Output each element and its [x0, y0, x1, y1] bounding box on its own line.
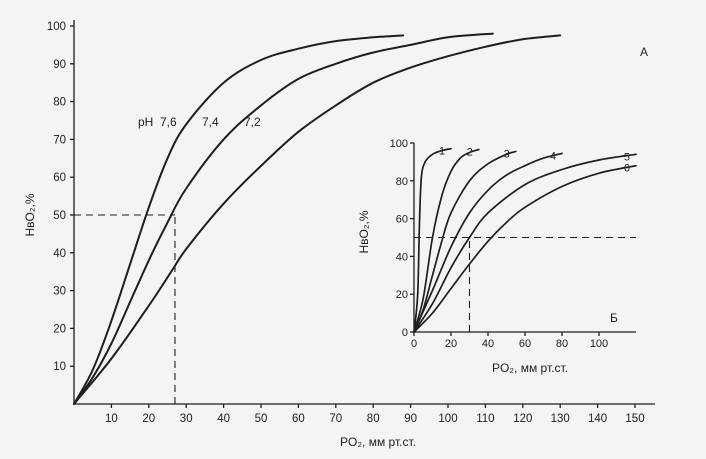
inset-axes: 0 20 40 60 80 100 0 20 40 60 80 100	[390, 138, 636, 350]
inset-y-tick-label: 60	[396, 214, 408, 226]
main-x-tick-label: 10	[105, 413, 118, 425]
main-x-tick-label: 90	[404, 413, 417, 425]
main-y-axis-label: HвO₂,%	[23, 193, 37, 236]
main-x-tick-label: 50	[255, 413, 268, 425]
main-panel-letter: А	[640, 45, 648, 59]
inset-series-label-4: 4	[550, 150, 556, 162]
inset-x-axis-label: PO₂, мм рт.ст.	[492, 361, 568, 375]
inset-chart: 0 20 40 60 80 100 0 20 40 60 80 100 1 2 3 4 56 Б PO₂, м…	[357, 138, 637, 375]
main-y-tick-label: 70	[53, 134, 66, 146]
inset-x-tick-label: 20	[445, 338, 457, 350]
main-chart: 10 20 30 40 50 60 70 80 90 100 110 120 130 140 1501020…	[23, 20, 655, 449]
main-y-tick-label: 20	[53, 323, 66, 335]
main-x-tick-label: 150	[625, 413, 644, 425]
inset-y-tick-label: 20	[396, 289, 408, 301]
inset-series-label-2: 2	[467, 147, 473, 159]
inset-x-tick-label: 100	[590, 338, 608, 350]
inset-series-labels: 1 2 3 4 56	[439, 146, 630, 175]
main-series-label-7-2: 7,2	[244, 115, 261, 129]
main-y-tick-label: 100	[47, 21, 66, 33]
inset-y-tick-label: 0	[402, 327, 408, 339]
inset-reference-lines	[414, 236, 636, 332]
main-x-tick-label: 100	[438, 413, 457, 425]
main-y-tick-label: 10	[53, 361, 66, 373]
inset-series-line-1	[413, 147, 452, 333]
main-x-tick-label: 60	[292, 413, 305, 425]
main-axes: 10 20 30 40 50 60 70 80 90 100 110 120 130 140 1501020…	[47, 20, 655, 425]
main-ph-label: pH	[138, 115, 153, 129]
main-x-tick-label: 120	[513, 413, 532, 425]
inset-x-tick-label: 60	[519, 338, 531, 350]
inset-series	[413, 147, 637, 333]
main-reference-lines	[74, 214, 176, 404]
inset-series-line-5	[413, 153, 637, 333]
inset-series-label-1: 1	[439, 146, 445, 158]
inset-series-label-3: 3	[504, 149, 510, 161]
main-series	[73, 32, 562, 405]
inset-x-tick-label: 0	[411, 338, 417, 350]
inset-x-tick-label: 80	[556, 338, 568, 350]
inset-panel-letter: Б	[610, 311, 618, 325]
main-x-tick-label: 130	[551, 413, 570, 425]
main-x-tick-label: 40	[217, 413, 230, 425]
inset-y-axis-label: HвO₂,%	[357, 210, 371, 253]
main-x-tick-label: 140	[588, 413, 607, 425]
inset-y-tick-label: 100	[390, 138, 408, 150]
main-series-line-ph-7-4	[73, 32, 494, 405]
main-series-label-7-4: 7,4	[202, 115, 219, 129]
main-y-tick-label: 50	[53, 210, 66, 222]
main-x-axis-label: PO₂, мм рт.ст.	[340, 435, 416, 449]
main-x-tick-label: 70	[329, 413, 342, 425]
inset-series-line-3	[413, 150, 517, 333]
main-series-label-7-6: 7,6	[160, 115, 177, 129]
main-y-tick-label: 40	[53, 248, 66, 260]
main-y-tick-label: 60	[53, 172, 66, 184]
inset-y-tick-label: 40	[396, 251, 408, 263]
inset-series-label-5: 5	[624, 151, 630, 163]
main-series-labels: pH 7,6 7,4 7,2	[138, 115, 261, 129]
main-x-tick-label: 80	[367, 413, 380, 425]
inset-series-line-6	[413, 164, 637, 333]
inset-series-label-6: 6	[624, 163, 630, 175]
inset-series-line-2	[413, 148, 480, 333]
main-x-tick-label: 20	[142, 413, 155, 425]
main-y-tick-label: 80	[53, 97, 66, 109]
main-x-tick-label: 110	[476, 413, 494, 425]
main-series-line-ph-7-2	[73, 34, 562, 405]
main-y-tick-label: 30	[53, 286, 66, 298]
main-y-tick-label: 90	[53, 59, 66, 71]
inset-x-tick-label: 40	[482, 338, 494, 350]
inset-series-line-4	[413, 152, 563, 333]
main-x-tick-label: 30	[180, 413, 193, 425]
inset-y-tick-label: 80	[396, 176, 408, 188]
main-series-line-ph-7-6	[73, 34, 405, 405]
